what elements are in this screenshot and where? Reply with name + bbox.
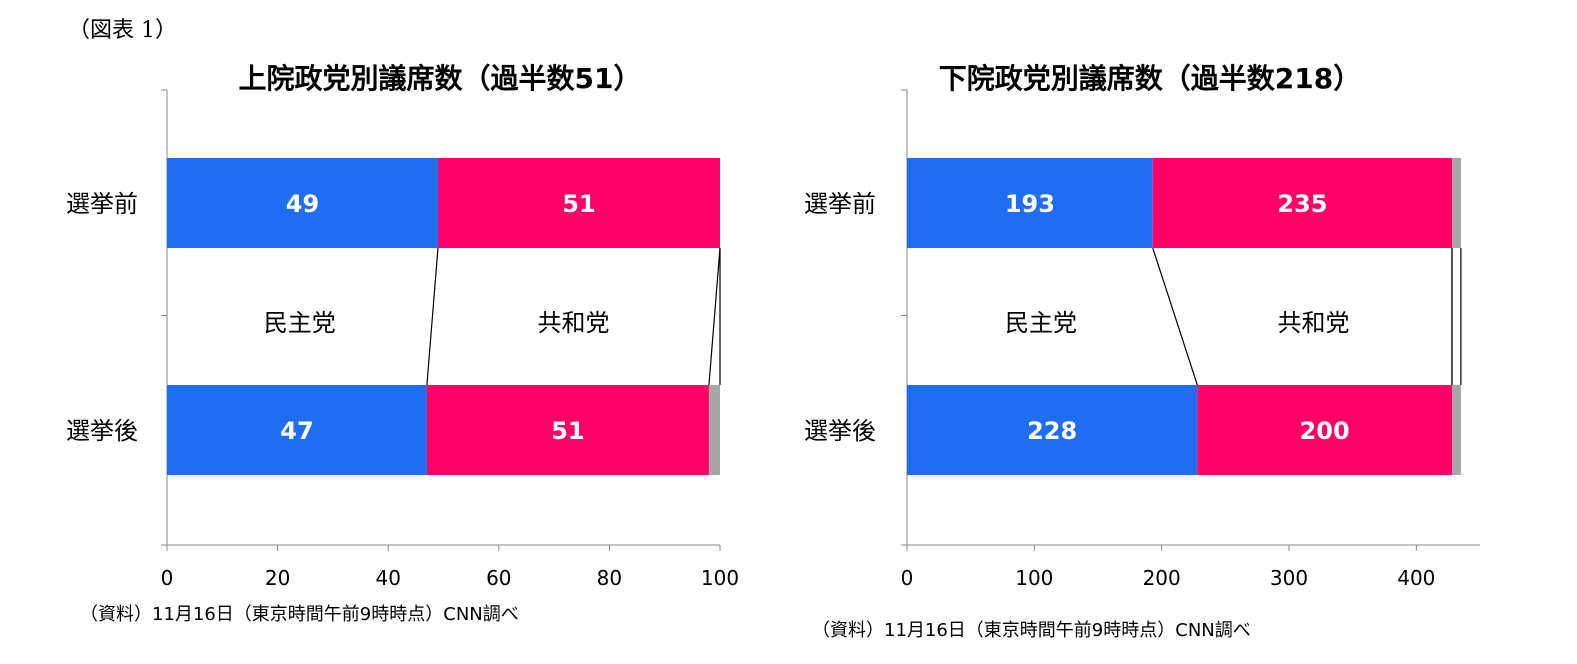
bar-value-label: 51 <box>562 190 595 218</box>
x-tick-label: 400 <box>1397 566 1435 590</box>
x-tick-label: 100 <box>1015 566 1053 590</box>
legend-rep-label: 共和党 <box>1278 309 1350 337</box>
bar-value-label: 193 <box>1005 190 1055 218</box>
x-tick-label: 60 <box>486 566 511 590</box>
legend-dem-label: 民主党 <box>264 309 336 337</box>
figure-label: （図表 1） <box>68 18 177 43</box>
legend-rep-label: 共和党 <box>537 309 609 337</box>
chart-title: 上院政党別議席数（過半数51） <box>239 62 642 95</box>
x-tick-label: 300 <box>1270 566 1308 590</box>
bar-dem-0 <box>167 158 438 248</box>
x-tick-label: 200 <box>1143 566 1181 590</box>
category-label: 選挙前 <box>66 190 138 218</box>
bar-dem-1 <box>907 385 1198 475</box>
bar-value-label: 47 <box>280 417 313 445</box>
bar-value-label: 228 <box>1027 417 1077 445</box>
bar-rep-0 <box>1152 158 1452 248</box>
series-connector-line <box>1152 247 1198 386</box>
bar-rep-0 <box>437 158 720 248</box>
x-tick-label: 40 <box>375 566 400 590</box>
category-label: 選挙前 <box>804 190 876 218</box>
house-chart: 下院政党別議席数（過半数218） 0 100 200 300 400 193 235 選挙前 22… <box>804 62 1480 590</box>
bar-other-1 <box>708 385 720 475</box>
bar-rep-1 <box>1197 385 1452 475</box>
series-connector-line <box>426 247 439 386</box>
bar-dem-0 <box>907 158 1153 248</box>
bar-dem-1 <box>167 385 427 475</box>
house-source-note: （資料）11月16日（東京時間午前9時時点）CNN調べ <box>812 620 1251 641</box>
x-tick-label: 100 <box>701 566 739 590</box>
category-label: 選挙後 <box>66 417 138 445</box>
senate-source-note: （資料）11月16日（東京時間午前9時時点）CNN調べ <box>80 604 519 625</box>
bar-value-label: 49 <box>286 190 319 218</box>
x-tick-label: 80 <box>597 566 622 590</box>
bar-other-0 <box>1451 158 1461 248</box>
bar-value-label: 51 <box>551 417 584 445</box>
category-label: 選挙後 <box>804 417 876 445</box>
chart-title: 下院政党別議席数（過半数218） <box>939 62 1361 95</box>
series-connector-line <box>708 247 721 386</box>
senate-chart: 上院政党別議席数（過半数51） 0 20 40 60 80 100 49 51 選挙前 47 51 選挙… <box>66 62 739 590</box>
bar-rep-1 <box>426 385 709 475</box>
bar-value-label: 200 <box>1300 417 1350 445</box>
bar-other-1 <box>1451 385 1461 475</box>
legend-dem-label: 民主党 <box>1005 309 1077 337</box>
x-tick-label: 0 <box>161 566 174 590</box>
x-tick-label: 0 <box>901 566 914 590</box>
bar-value-label: 235 <box>1277 190 1327 218</box>
x-tick-label: 20 <box>265 566 290 590</box>
